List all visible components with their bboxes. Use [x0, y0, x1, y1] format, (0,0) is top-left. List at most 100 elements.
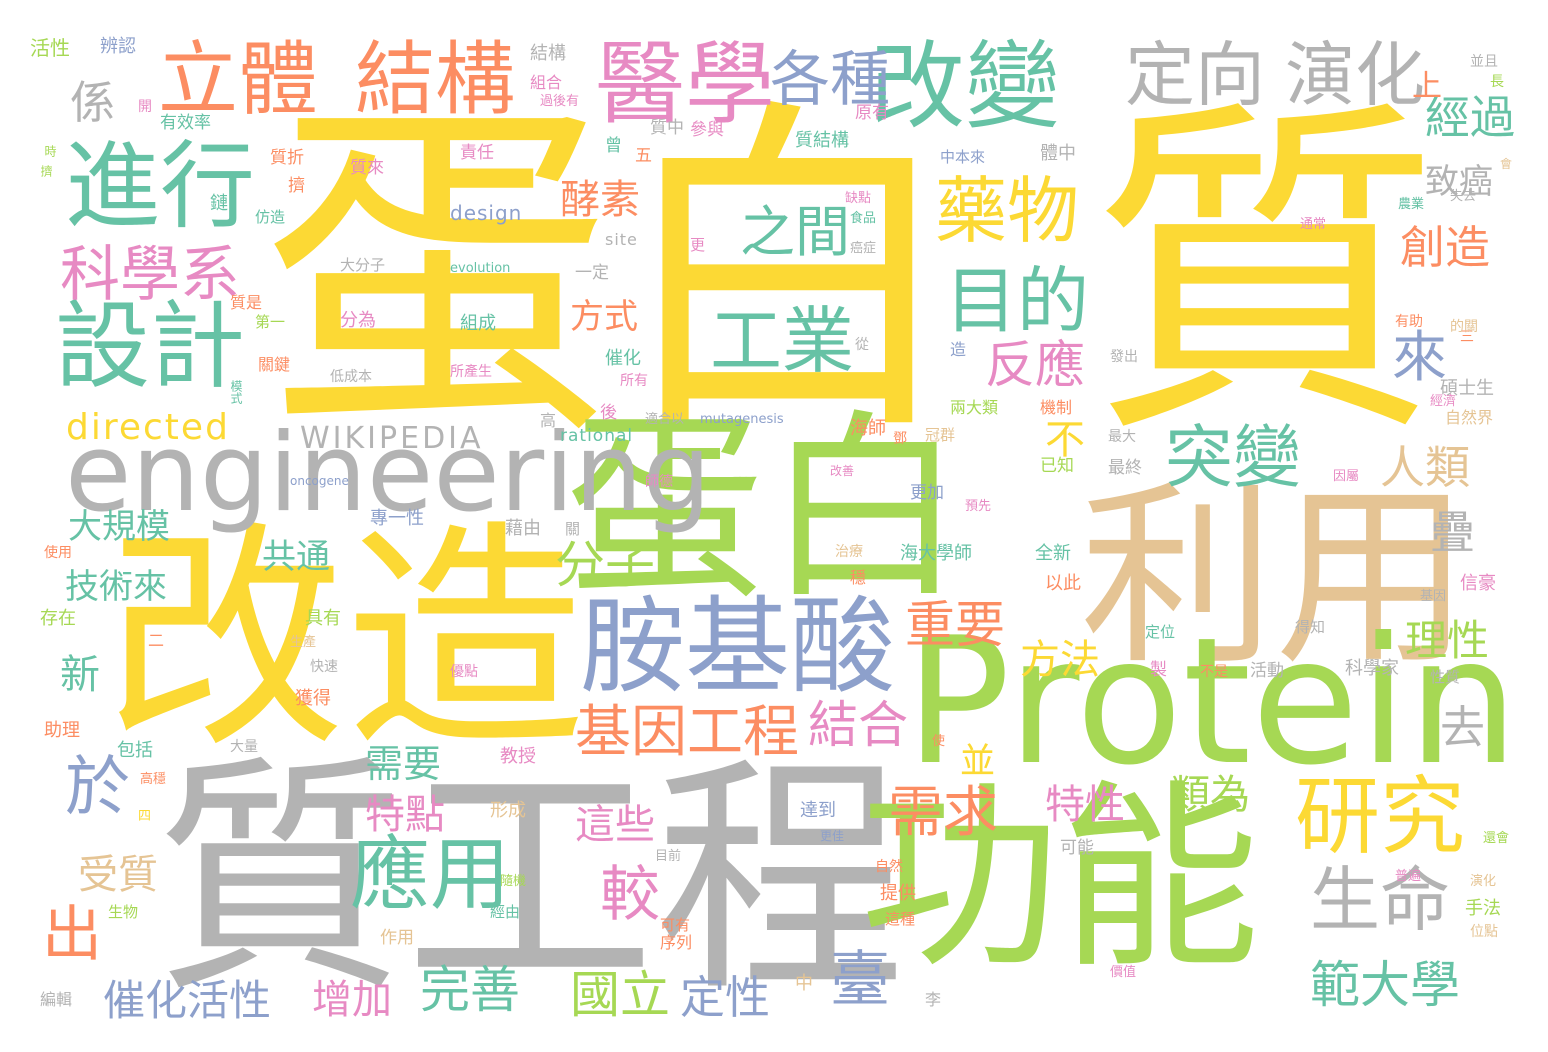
word-cloud-word: 信豪 — [1460, 573, 1496, 594]
word-cloud-word: 提供 — [880, 883, 916, 904]
word-cloud-word: 辨認 — [100, 36, 136, 57]
word-cloud-word: 方法 — [1020, 637, 1100, 683]
word-cloud-word: 位點 — [1470, 924, 1498, 940]
word-cloud-word: 質 — [1090, 71, 1440, 479]
word-cloud-word: 不 — [1045, 417, 1085, 463]
word-cloud-word: 普遍 — [1395, 869, 1422, 884]
word-cloud-word: 並且 — [1470, 54, 1498, 70]
word-cloud-word: 食品 — [850, 211, 877, 226]
word-cloud-word: 第一 — [255, 313, 286, 331]
word-cloud-word: 生產 — [290, 635, 317, 650]
word-cloud-word: 定位 — [1145, 623, 1176, 641]
word-cloud-word: 性質 — [1430, 668, 1461, 686]
word-cloud-word: 反應 — [985, 336, 1085, 394]
word-cloud-word: 過後有 — [540, 94, 580, 109]
word-cloud-word: 農業 — [1398, 197, 1425, 212]
word-cloud-word: 催化 — [605, 348, 641, 369]
word-cloud-word: 手法 — [1465, 898, 1501, 919]
word-cloud-word: 師德 — [645, 474, 673, 490]
word-cloud-word: 李 — [925, 990, 942, 1009]
word-cloud-word: 鏈 — [210, 193, 228, 214]
word-cloud-word: 組成 — [460, 313, 496, 334]
word-cloud-word: 一定 — [575, 263, 609, 283]
word-cloud-word: WIKIPEDIA — [300, 421, 484, 456]
word-cloud-word: 編輯 — [40, 990, 73, 1009]
word-cloud-word: 模式 — [229, 380, 243, 404]
word-cloud-word: 還會 — [1483, 831, 1510, 846]
word-cloud-word: 適合以 — [645, 412, 685, 427]
word-cloud-word: 結合 — [808, 696, 908, 754]
word-cloud-word: 來 — [1392, 325, 1448, 389]
word-cloud-word: 體中 — [1040, 143, 1076, 164]
word-cloud-word: directed — [66, 407, 230, 448]
word-cloud-word: 科學系 — [60, 240, 240, 310]
word-cloud-word: rational — [560, 426, 634, 446]
word-cloud-word: 已知 — [1040, 456, 1074, 476]
word-cloud-word: 存在 — [40, 608, 76, 629]
word-cloud-word: 全新 — [1035, 543, 1071, 564]
word-cloud-word: 出 — [42, 900, 102, 970]
word-cloud-word: 應用 — [350, 828, 510, 921]
word-cloud-word: 自然界 — [1445, 408, 1494, 427]
word-cloud-word: 方式 — [570, 297, 638, 337]
word-cloud-word: 受質 — [78, 852, 158, 898]
word-cloud-word: 關鍵 — [258, 355, 291, 374]
word-cloud-word: 目的 — [945, 259, 1090, 343]
word-cloud-word: 專一性 — [370, 508, 424, 529]
word-cloud-word: 序列 — [660, 933, 693, 952]
word-cloud-word: 製 — [1150, 660, 1167, 680]
word-cloud-word: 可有 — [660, 916, 691, 934]
word-cloud-word: 工業 — [710, 299, 855, 383]
word-cloud-word: 預先 — [965, 499, 992, 514]
word-cloud-word: 所產生 — [450, 364, 492, 380]
word-cloud-word: 設計 — [55, 292, 246, 402]
word-cloud-word: 改善 — [830, 464, 855, 478]
word-cloud-word: 優點 — [450, 664, 478, 680]
word-cloud-word: 各種 — [770, 45, 890, 115]
word-cloud-word: 基因工程 — [575, 700, 799, 765]
word-cloud-word: 大量 — [230, 739, 258, 755]
word-cloud-word: 責任 — [460, 143, 494, 163]
word-cloud-word: 所有 — [620, 373, 648, 389]
word-cloud-word: 包括 — [117, 740, 153, 761]
word-cloud-word: 獲得 — [295, 688, 331, 709]
word-cloud-word: 臺 — [830, 945, 890, 1015]
word-cloud-word: 達到 — [800, 800, 836, 821]
word-cloud-word: 中 — [795, 973, 813, 994]
word-cloud-word: 經由 — [490, 903, 521, 921]
word-cloud-word: 範大學 — [1310, 956, 1460, 1014]
word-cloud-word: 碩士生 — [1440, 378, 1494, 399]
word-cloud-word: 以此 — [1045, 573, 1081, 594]
word-cloud-word: 機制 — [1040, 398, 1073, 417]
word-cloud-word: 質中 — [650, 118, 684, 138]
word-cloud-word: 最大 — [1108, 429, 1136, 445]
word-cloud-word: 疊 — [1430, 506, 1476, 559]
word-cloud-word: 並 — [960, 742, 996, 782]
word-cloud-word: 擠 — [288, 176, 305, 196]
word-cloud-word: Protein — [905, 601, 1519, 804]
word-cloud-word: 係 — [70, 76, 116, 129]
word-cloud-word: 可能 — [1060, 838, 1094, 858]
word-cloud-word: 因屬 — [1333, 469, 1360, 484]
word-cloud-word: 有效率 — [160, 113, 211, 133]
word-cloud-word: 科學家 — [1345, 658, 1399, 679]
word-cloud-word: 失去 — [1450, 189, 1477, 204]
word-cloud-word: 去 — [1440, 701, 1486, 754]
word-cloud-word: 進行 — [65, 132, 256, 242]
word-cloud-word: 經過 — [1425, 91, 1516, 144]
word-cloud-word: 得知 — [1295, 618, 1326, 636]
word-cloud-word: 會 — [1500, 157, 1513, 171]
word-cloud-word: 更加 — [910, 483, 944, 503]
word-cloud-word: 立體 — [158, 33, 318, 126]
word-cloud-word: 有助 — [1395, 314, 1423, 330]
word-cloud-word: 開 — [138, 99, 152, 115]
word-cloud-word: 高穩 — [140, 772, 167, 787]
word-cloud-word: 從 — [855, 337, 869, 353]
word-cloud-word: evolution — [450, 261, 511, 276]
word-cloud-word: 兩大類 — [950, 398, 999, 417]
word-cloud-word: 組合 — [530, 73, 563, 92]
word-cloud-word: 酵素 — [560, 177, 640, 223]
word-cloud-word: 目前 — [655, 849, 682, 864]
word-cloud-word: 經濟 — [1430, 394, 1457, 409]
